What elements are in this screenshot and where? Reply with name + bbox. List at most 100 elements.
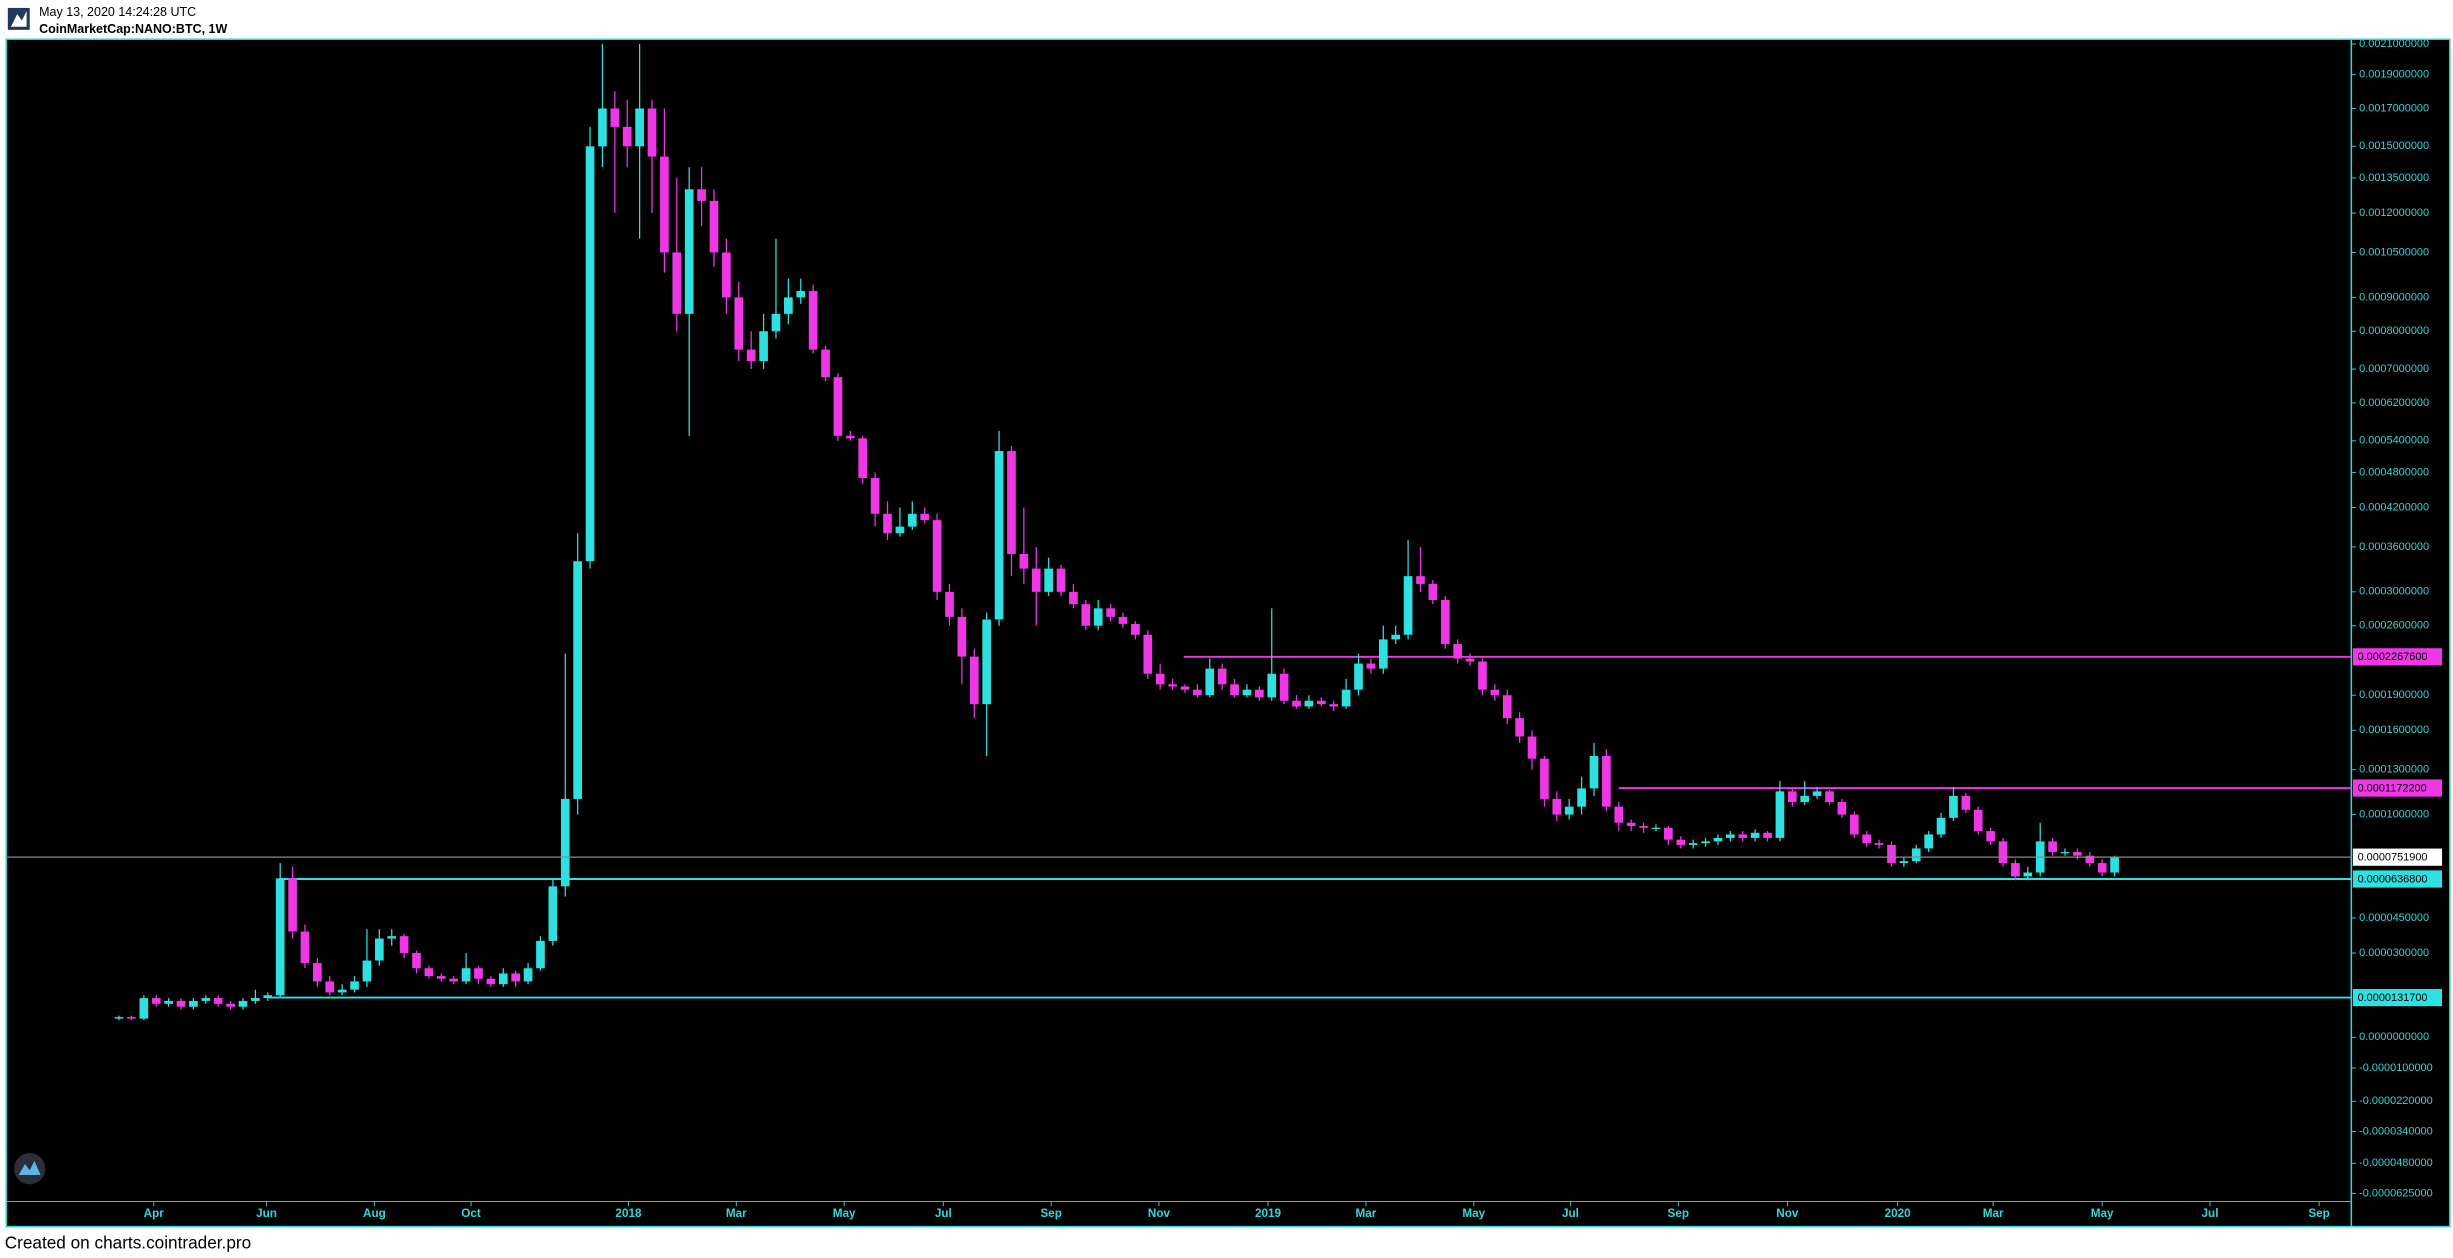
candle-body <box>994 451 1004 620</box>
y-tick-label: 0.0008000000 <box>2359 325 2429 337</box>
candle-body <box>1304 700 1314 707</box>
candle-body <box>2097 863 2107 873</box>
candle-body <box>610 108 620 127</box>
candle-body <box>870 478 880 514</box>
candle-body <box>1453 644 1463 659</box>
candle-body <box>2023 872 2033 877</box>
watermark-logo <box>14 1153 46 1185</box>
candle-body <box>189 1000 198 1007</box>
x-tick-label: Jul <box>935 1207 952 1220</box>
candle-body <box>424 968 434 977</box>
candle-body <box>647 108 657 157</box>
candle-body <box>1787 791 1797 802</box>
candle-body <box>164 1000 173 1004</box>
candle-body <box>1602 756 1611 807</box>
candle-body <box>238 1000 248 1007</box>
price-tag <box>2352 648 2443 666</box>
candle-body <box>1428 583 1438 600</box>
candle-body <box>1255 689 1264 698</box>
y-tick-label: 0.0009000000 <box>2359 291 2429 303</box>
candle-body <box>1118 616 1128 624</box>
candle-body <box>1998 841 2008 864</box>
candle-body <box>784 297 793 314</box>
candle-body <box>1329 704 1339 707</box>
y-tick-label: -0.0000220000 <box>2359 1095 2433 1107</box>
candle-body <box>598 108 607 147</box>
candle-body <box>1986 831 1995 842</box>
y-tick-label: 0.0003000000 <box>2359 586 2429 598</box>
x-tick-label: Mar <box>1356 1207 1377 1220</box>
y-tick-label: 0.0002600000 <box>2359 620 2429 632</box>
candle-body <box>1800 795 1810 802</box>
candle-body <box>660 156 669 253</box>
candle-body <box>536 940 545 969</box>
price-tag <box>2352 988 2443 1007</box>
y-tick-label: 0.0015000000 <box>2359 140 2429 152</box>
candle-body <box>498 973 508 985</box>
y-tick-label: 0.0003600000 <box>2359 541 2429 553</box>
plot: 0.0021000000 0.0019000000 0.0017000000 0.00… <box>6 38 2443 1220</box>
price-tag-label: 0.0002267600 <box>2358 651 2428 663</box>
candle-body <box>560 798 570 887</box>
price-tag-label: 0.0000751900 <box>2358 852 2428 864</box>
y-tick-label: 0.0001600000 <box>2359 724 2429 736</box>
candle-body <box>697 189 706 201</box>
candle-body <box>1825 791 1834 802</box>
candle-body <box>821 349 830 378</box>
candle-body <box>176 1000 186 1007</box>
candle-body <box>1651 827 1661 829</box>
candle-body <box>1973 809 1983 832</box>
candle-body <box>622 126 632 147</box>
candle-body <box>1416 576 1425 584</box>
candle-body <box>1552 798 1562 815</box>
y-tick-label: 0.0001300000 <box>2359 764 2429 776</box>
candle-body <box>709 200 719 253</box>
candle-body <box>449 978 459 982</box>
x-tick-label: Nov <box>1776 1207 1799 1220</box>
candle-body <box>1279 673 1289 701</box>
candle-body <box>1738 834 1748 838</box>
candle-body <box>1205 668 1215 696</box>
footer: Created on charts.cointrader.pro <box>5 1232 251 1252</box>
candle-body <box>771 313 781 332</box>
candle-body <box>808 291 818 350</box>
candle-body <box>374 938 384 961</box>
candle-body <box>1465 658 1475 662</box>
candle-body <box>1564 806 1574 815</box>
candle-body <box>1676 839 1686 845</box>
app-logo <box>7 7 30 30</box>
x-tick-label: Jul <box>2202 1207 2219 1220</box>
candle-body <box>722 252 731 298</box>
y-tick-label: 0.0004200000 <box>2359 501 2429 513</box>
candle-body <box>213 998 223 1004</box>
y-tick-label: 0.0006200000 <box>2359 397 2429 409</box>
x-tick-label: 2019 <box>1255 1207 1282 1220</box>
candle-body <box>1763 832 1772 838</box>
candle-body <box>833 377 843 436</box>
candle-body <box>858 438 868 479</box>
x-tick-label: Sep <box>1668 1207 1690 1220</box>
candle-body <box>1713 837 1723 842</box>
candle-body <box>151 998 161 1004</box>
y-tick-label: 0.0010500000 <box>2359 246 2429 258</box>
candle-body <box>1081 604 1091 626</box>
x-tick-label: Jul <box>1562 1207 1579 1220</box>
candle-body <box>114 1017 124 1019</box>
candle-body <box>734 297 744 350</box>
candle-body <box>1750 832 1760 838</box>
candle-body <box>1540 758 1549 799</box>
x-tick-label: Oct <box>461 1207 481 1220</box>
candle-body <box>474 968 483 979</box>
candle-body <box>982 619 992 705</box>
y-tick-label: -0.0000340000 <box>2359 1125 2433 1137</box>
candle-body <box>920 513 930 521</box>
candle-body <box>957 616 967 657</box>
x-tick-label: 2018 <box>615 1207 642 1220</box>
price-tag-label: 0.0000636800 <box>2358 873 2428 885</box>
candle-body <box>1354 663 1363 690</box>
candle-body <box>1949 795 1958 818</box>
x-tick-label: Jun <box>256 1207 277 1220</box>
candle-body <box>1391 634 1401 640</box>
x-tick-label: 2020 <box>1885 1207 1912 1220</box>
